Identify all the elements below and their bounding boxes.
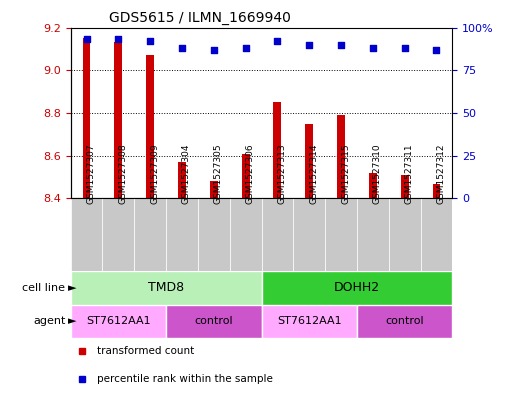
- Point: [433, 47, 441, 53]
- Point: [82, 36, 90, 42]
- Text: control: control: [385, 316, 424, 326]
- Bar: [401, 175, 408, 198]
- Bar: [325, 198, 357, 271]
- Bar: [166, 198, 198, 271]
- Text: ►: ►: [68, 316, 76, 326]
- Bar: [242, 154, 249, 198]
- Text: GSM1527307: GSM1527307: [86, 144, 96, 204]
- Text: GSM1527305: GSM1527305: [214, 144, 223, 204]
- Bar: [433, 184, 440, 198]
- Text: percentile rank within the sample: percentile rank within the sample: [97, 374, 273, 384]
- Bar: [103, 198, 134, 271]
- Bar: [262, 271, 452, 305]
- Bar: [389, 198, 420, 271]
- Text: control: control: [195, 316, 233, 326]
- Bar: [166, 305, 262, 338]
- Bar: [369, 173, 377, 198]
- Bar: [71, 305, 166, 338]
- Bar: [293, 198, 325, 271]
- Bar: [357, 305, 452, 338]
- Point: [369, 45, 377, 51]
- Bar: [210, 182, 218, 198]
- Text: GDS5615 / ILMN_1669940: GDS5615 / ILMN_1669940: [109, 11, 291, 25]
- Text: ►: ►: [68, 283, 76, 293]
- Bar: [262, 305, 357, 338]
- Bar: [146, 55, 154, 198]
- Bar: [71, 198, 103, 271]
- Bar: [83, 38, 90, 198]
- Text: GSM1527308: GSM1527308: [118, 144, 127, 204]
- Point: [305, 41, 313, 48]
- Bar: [337, 115, 345, 198]
- Text: transformed count: transformed count: [97, 346, 195, 356]
- Bar: [178, 162, 186, 198]
- Bar: [71, 271, 262, 305]
- Text: TMD8: TMD8: [148, 281, 184, 294]
- Bar: [230, 198, 262, 271]
- Bar: [420, 198, 452, 271]
- Text: GSM1527315: GSM1527315: [341, 144, 350, 204]
- Text: ST7612AA1: ST7612AA1: [86, 316, 151, 326]
- Text: GSM1527311: GSM1527311: [405, 144, 414, 204]
- Point: [210, 47, 218, 53]
- Bar: [115, 42, 122, 198]
- Bar: [262, 198, 293, 271]
- Point: [273, 38, 281, 44]
- Text: agent: agent: [33, 316, 65, 326]
- Point: [242, 45, 250, 51]
- Point: [146, 38, 154, 44]
- Text: GSM1527310: GSM1527310: [373, 144, 382, 204]
- Text: ST7612AA1: ST7612AA1: [277, 316, 342, 326]
- Bar: [134, 198, 166, 271]
- Text: GSM1527304: GSM1527304: [182, 144, 191, 204]
- Point: [178, 45, 186, 51]
- Text: GSM1527314: GSM1527314: [309, 144, 318, 204]
- Point: [337, 41, 345, 48]
- Text: cell line: cell line: [22, 283, 65, 293]
- Point: [114, 36, 122, 42]
- Text: GSM1527309: GSM1527309: [150, 144, 159, 204]
- Bar: [305, 124, 313, 198]
- Bar: [357, 198, 389, 271]
- Text: GSM1527313: GSM1527313: [277, 144, 287, 204]
- Text: GSM1527312: GSM1527312: [437, 144, 446, 204]
- Text: GSM1527306: GSM1527306: [246, 144, 255, 204]
- Bar: [198, 198, 230, 271]
- Text: DOHH2: DOHH2: [334, 281, 380, 294]
- Bar: [274, 102, 281, 198]
- Point: [401, 45, 409, 51]
